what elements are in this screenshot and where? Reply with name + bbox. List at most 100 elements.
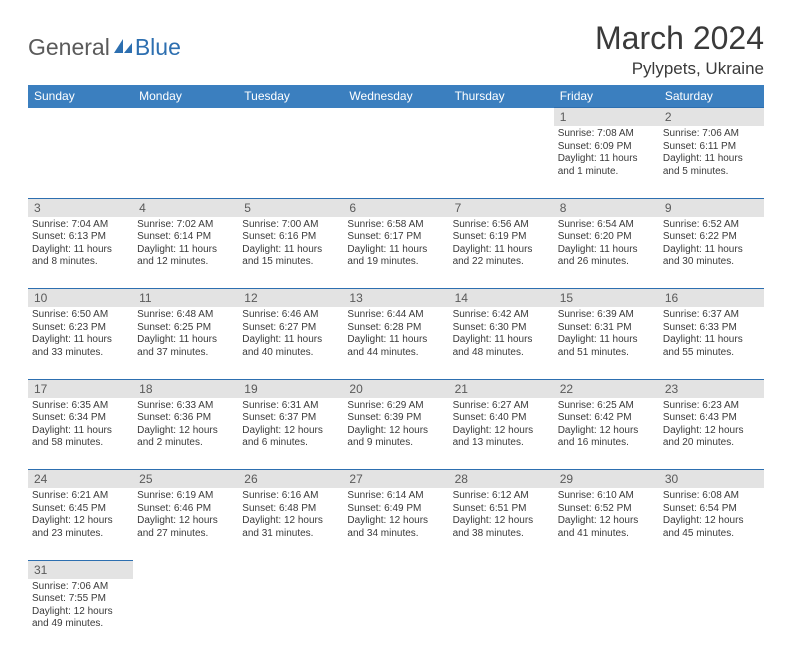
day-info-line: Sunrise: 6:37 AM	[663, 309, 760, 322]
day-info-line: and 6 minutes.	[242, 437, 339, 450]
day-info-line: Sunset: 6:33 PM	[663, 322, 760, 335]
day-info-line: and 27 minutes.	[137, 528, 234, 541]
day-number-row: 24252627282930	[28, 470, 764, 489]
day-number-row: 10111213141516	[28, 289, 764, 308]
day-info-line: Sunset: 6:11 PM	[663, 141, 760, 154]
day-info-line: Sunset: 6:39 PM	[347, 412, 444, 425]
day-number-cell: 14	[449, 289, 554, 308]
dow-header: Tuesday	[238, 85, 343, 108]
month-year: March 2024	[595, 20, 764, 57]
day-detail-cell	[133, 126, 238, 198]
day-info-line: Sunrise: 6:46 AM	[242, 309, 339, 322]
day-detail-cell	[449, 579, 554, 651]
day-info-line: and 5 minutes.	[663, 166, 760, 179]
day-number-cell: 4	[133, 198, 238, 217]
day-detail-cell	[449, 126, 554, 198]
day-number-cell	[659, 560, 764, 579]
day-info-line: Daylight: 11 hours	[137, 334, 234, 347]
day-number-cell	[133, 108, 238, 127]
day-info-line: Sunset: 6:37 PM	[242, 412, 339, 425]
day-info-line: and 15 minutes.	[242, 256, 339, 269]
day-number-cell: 20	[343, 379, 448, 398]
day-detail-cell: Sunrise: 6:33 AMSunset: 6:36 PMDaylight:…	[133, 398, 238, 470]
day-number-cell: 30	[659, 470, 764, 489]
day-info-line: Sunrise: 6:39 AM	[558, 309, 655, 322]
day-number-cell: 3	[28, 198, 133, 217]
day-info-line: Sunset: 6:31 PM	[558, 322, 655, 335]
logo-text-general: General	[28, 34, 110, 61]
week-detail-row: Sunrise: 7:06 AMSunset: 7:55 PMDaylight:…	[28, 579, 764, 651]
day-detail-cell: Sunrise: 6:48 AMSunset: 6:25 PMDaylight:…	[133, 307, 238, 379]
day-detail-cell: Sunrise: 6:12 AMSunset: 6:51 PMDaylight:…	[449, 488, 554, 560]
day-info-line: Sunset: 6:09 PM	[558, 141, 655, 154]
day-number-cell	[343, 108, 448, 127]
day-info-line: and 12 minutes.	[137, 256, 234, 269]
day-info-line: Sunset: 6:40 PM	[453, 412, 550, 425]
day-info-line: and 58 minutes.	[32, 437, 129, 450]
week-detail-row: Sunrise: 7:08 AMSunset: 6:09 PMDaylight:…	[28, 126, 764, 198]
day-detail-cell: Sunrise: 6:54 AMSunset: 6:20 PMDaylight:…	[554, 217, 659, 289]
day-info-line: Sunset: 6:52 PM	[558, 503, 655, 516]
week-detail-row: Sunrise: 6:50 AMSunset: 6:23 PMDaylight:…	[28, 307, 764, 379]
day-number-cell: 18	[133, 379, 238, 398]
day-info-line: Sunrise: 6:27 AM	[453, 400, 550, 413]
day-info-line: Daylight: 11 hours	[453, 334, 550, 347]
dow-header: Thursday	[449, 85, 554, 108]
day-info-line: and 8 minutes.	[32, 256, 129, 269]
day-number-cell	[238, 108, 343, 127]
title-block: March 2024 Pylypets, Ukraine	[595, 20, 764, 79]
day-info-line: Sunset: 6:28 PM	[347, 322, 444, 335]
day-number-cell: 17	[28, 379, 133, 398]
day-info-line: and 23 minutes.	[32, 528, 129, 541]
day-info-line: Sunset: 6:23 PM	[32, 322, 129, 335]
day-detail-cell: Sunrise: 6:52 AMSunset: 6:22 PMDaylight:…	[659, 217, 764, 289]
day-detail-cell: Sunrise: 6:19 AMSunset: 6:46 PMDaylight:…	[133, 488, 238, 560]
day-number-row: 17181920212223	[28, 379, 764, 398]
day-info-line: Daylight: 12 hours	[558, 515, 655, 528]
day-detail-cell: Sunrise: 6:56 AMSunset: 6:19 PMDaylight:…	[449, 217, 554, 289]
day-number-cell: 28	[449, 470, 554, 489]
day-number-cell	[28, 108, 133, 127]
day-info-line: Daylight: 11 hours	[32, 334, 129, 347]
day-detail-cell: Sunrise: 6:14 AMSunset: 6:49 PMDaylight:…	[343, 488, 448, 560]
day-info-line: Daylight: 12 hours	[663, 425, 760, 438]
day-number-cell: 7	[449, 198, 554, 217]
day-info-line: Sunset: 6:14 PM	[137, 231, 234, 244]
day-number-cell: 5	[238, 198, 343, 217]
day-info-line: and 44 minutes.	[347, 347, 444, 360]
day-info-line: Daylight: 11 hours	[663, 334, 760, 347]
location: Pylypets, Ukraine	[595, 59, 764, 79]
day-info-line: and 34 minutes.	[347, 528, 444, 541]
day-detail-cell: Sunrise: 7:02 AMSunset: 6:14 PMDaylight:…	[133, 217, 238, 289]
day-info-line: Daylight: 12 hours	[32, 515, 129, 528]
day-detail-cell: Sunrise: 6:35 AMSunset: 6:34 PMDaylight:…	[28, 398, 133, 470]
day-info-line: Sunrise: 6:23 AM	[663, 400, 760, 413]
day-detail-cell: Sunrise: 6:23 AMSunset: 6:43 PMDaylight:…	[659, 398, 764, 470]
week-detail-row: Sunrise: 6:35 AMSunset: 6:34 PMDaylight:…	[28, 398, 764, 470]
page-header: General Blue March 2024 Pylypets, Ukrain…	[28, 20, 764, 79]
day-detail-cell	[343, 579, 448, 651]
day-number-cell: 2	[659, 108, 764, 127]
day-info-line: Daylight: 11 hours	[137, 244, 234, 257]
day-number-cell: 19	[238, 379, 343, 398]
day-info-line: Sunrise: 7:00 AM	[242, 219, 339, 232]
day-info-line: and 31 minutes.	[242, 528, 339, 541]
day-number-cell: 13	[343, 289, 448, 308]
day-number-cell	[449, 108, 554, 127]
day-number-row: 12	[28, 108, 764, 127]
day-detail-cell: Sunrise: 6:39 AMSunset: 6:31 PMDaylight:…	[554, 307, 659, 379]
day-number-cell: 11	[133, 289, 238, 308]
day-detail-cell: Sunrise: 6:44 AMSunset: 6:28 PMDaylight:…	[343, 307, 448, 379]
day-number-cell: 8	[554, 198, 659, 217]
day-number-cell: 23	[659, 379, 764, 398]
day-number-cell: 10	[28, 289, 133, 308]
day-detail-cell: Sunrise: 6:25 AMSunset: 6:42 PMDaylight:…	[554, 398, 659, 470]
day-info-line: Sunset: 6:42 PM	[558, 412, 655, 425]
day-info-line: Daylight: 12 hours	[242, 425, 339, 438]
day-info-line: Daylight: 11 hours	[663, 244, 760, 257]
day-info-line: Sunset: 6:51 PM	[453, 503, 550, 516]
day-info-line: and 41 minutes.	[558, 528, 655, 541]
day-info-line: Sunset: 6:54 PM	[663, 503, 760, 516]
day-number-cell: 22	[554, 379, 659, 398]
day-info-line: Sunrise: 6:42 AM	[453, 309, 550, 322]
